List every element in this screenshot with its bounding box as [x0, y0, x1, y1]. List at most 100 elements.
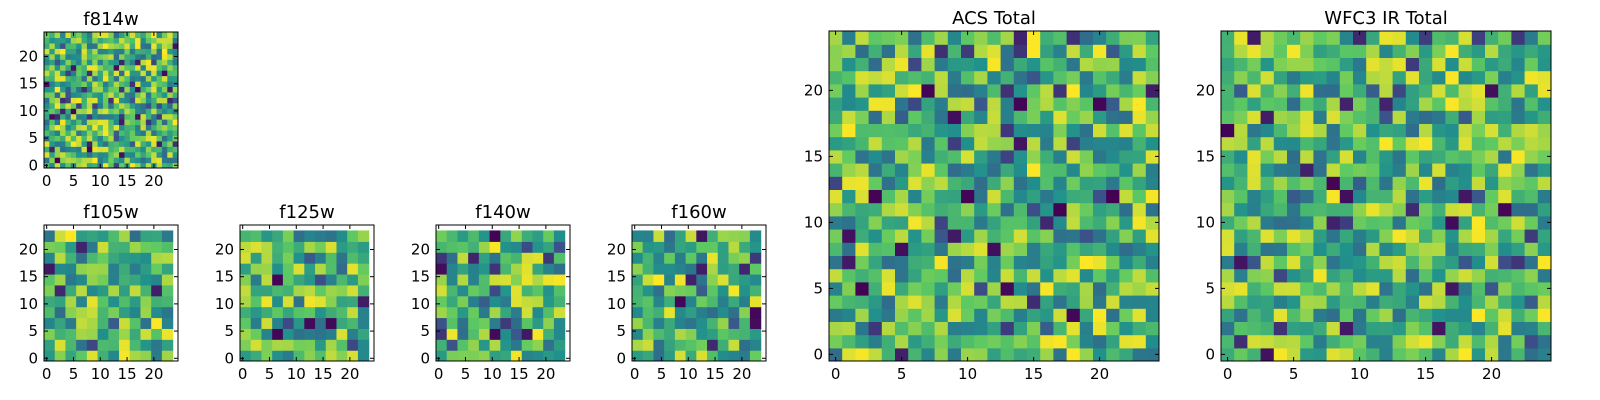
heatmap-cell: [113, 70, 120, 77]
heatmap-cell: [97, 350, 109, 361]
heatmap-cell: [908, 334, 922, 349]
heatmap-cell: [1119, 202, 1134, 217]
heatmap-cell: [987, 334, 1002, 349]
heatmap-cell: [1040, 176, 1054, 190]
heatmap-cell: [696, 273, 708, 286]
heatmap-cell: [1093, 149, 1107, 164]
heatmap-cell: [543, 317, 555, 329]
heatmap-cell: [108, 230, 120, 242]
heatmap-cell: [1260, 110, 1275, 124]
heatmap-cell: [1273, 255, 1288, 270]
heatmap-cell: [717, 230, 730, 242]
heatmap-cell: [97, 97, 104, 104]
heatmap-cell: [151, 108, 158, 115]
heatmap-cell: [1326, 229, 1341, 243]
heatmap-cell: [1221, 31, 1235, 45]
heatmap-cell: [54, 80, 61, 87]
heatmap-cell: [1537, 255, 1551, 270]
heatmap-cell: [76, 317, 88, 329]
heatmap-cell: [1326, 136, 1341, 151]
heatmap-cell: [855, 176, 870, 190]
heatmap-cell: [1247, 70, 1262, 85]
heatmap-cell: [1524, 31, 1539, 45]
heatmap-cell: [140, 317, 152, 329]
heatmap-cell: [81, 59, 88, 66]
heatmap-cell: [1079, 176, 1094, 190]
heatmap-cell: [325, 284, 338, 297]
heatmap-cell: [478, 273, 491, 286]
heatmap-cell: [1445, 83, 1460, 98]
heatmap-cell: [511, 241, 523, 253]
heatmap-cell: [1247, 295, 1262, 309]
heatmap-cell: [1524, 334, 1539, 349]
heatmap-cell: [1221, 334, 1235, 349]
heatmap-cell: [102, 86, 109, 93]
heatmap-cell: [119, 306, 131, 319]
heatmap-cell: [97, 91, 104, 98]
heatmap-cell: [1419, 110, 1433, 124]
heatmap-cell: [1471, 202, 1486, 217]
heatmap-cell: [653, 284, 665, 297]
heatmap-cell: [664, 306, 676, 319]
heatmap-cell: [108, 273, 120, 286]
heatmap-cell: [86, 252, 99, 264]
heatmap-cell: [1419, 176, 1433, 190]
heatmap-cell: [1524, 44, 1539, 58]
heatmap-cell: [135, 48, 142, 55]
heatmap-cell: [124, 146, 131, 153]
heatmap-cell: [1260, 202, 1275, 217]
heatmap-cell: [97, 75, 104, 82]
heatmap-cell: [908, 123, 922, 138]
heatmap-cell: [947, 334, 962, 349]
heatmap-cell: [304, 350, 316, 361]
heatmap-cell: [1247, 163, 1262, 177]
heatmap-cell: [1247, 136, 1262, 151]
heatmap-cell: [1013, 281, 1028, 296]
heatmap-cell: [632, 317, 644, 329]
heatmap-cell: [97, 263, 109, 275]
heatmap-cell: [987, 70, 1002, 85]
heatmap-cell: [881, 123, 896, 138]
heatmap-cell: [1313, 163, 1328, 177]
heatmap-cell: [1119, 163, 1134, 177]
heatmap-cell: [135, 86, 142, 93]
heatmap-cell: [129, 129, 136, 136]
heatmap-cell: [1066, 163, 1081, 177]
heatmap-cell: [167, 91, 174, 98]
heatmap-cell: [81, 91, 88, 98]
heatmap-cell: [44, 37, 50, 44]
heatmap-cell: [1524, 163, 1539, 177]
heatmap-cell: [921, 308, 936, 322]
heatmap-cell: [739, 252, 751, 264]
heatmap-cell: [855, 215, 870, 230]
heatmap-cell: [135, 113, 142, 120]
heatmap-cell: [895, 70, 909, 85]
heatmap-cell: [1053, 242, 1068, 256]
heatmap-cell: [1366, 255, 1380, 270]
heatmap-cell: [44, 119, 50, 126]
heatmap-cell: [1511, 215, 1526, 230]
heatmap-cell: [868, 176, 883, 190]
heatmap-cell: [49, 91, 56, 98]
heatmap-cell: [642, 317, 655, 329]
heatmap-cell: [934, 57, 949, 72]
heatmap-cell: [140, 295, 152, 308]
heatmap-cell: [468, 350, 480, 361]
heatmap-cell: [135, 102, 142, 109]
heatmap-cell: [521, 273, 534, 286]
heatmap-cell: [151, 129, 158, 136]
heatmap-cell: [1027, 163, 1041, 177]
heatmap-cell: [81, 135, 88, 142]
heatmap-cell: [842, 242, 856, 256]
heatmap-cell: [1132, 321, 1147, 336]
heatmap-cell: [1106, 70, 1120, 85]
heatmap-cell: [868, 163, 883, 177]
x-tick-label: 0: [42, 172, 52, 190]
heatmap-cell: [1485, 202, 1499, 217]
heatmap-cell: [478, 252, 491, 264]
heatmap-cell: [1106, 295, 1120, 309]
heatmap-cell: [1040, 308, 1054, 322]
heatmap-cell: [54, 124, 61, 131]
heatmap-cell: [92, 48, 99, 55]
heatmap-cell: [1498, 149, 1512, 164]
